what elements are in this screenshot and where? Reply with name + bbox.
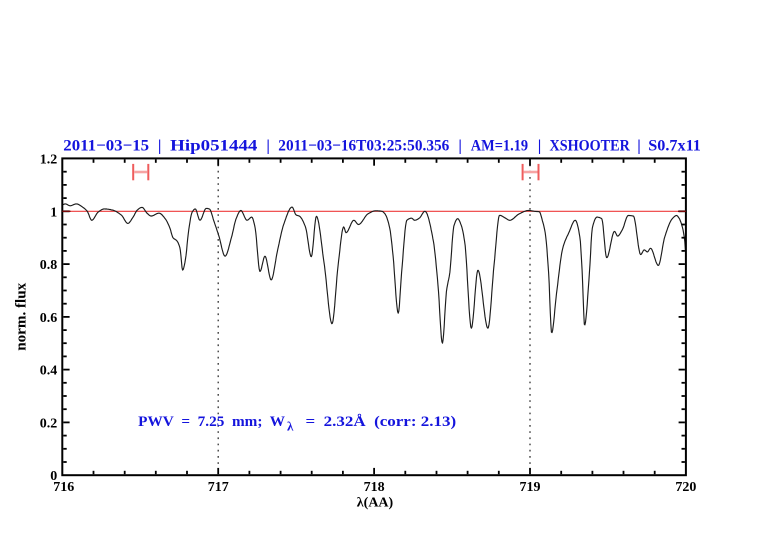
- svg-text:0: 0: [50, 469, 57, 484]
- svg-text:|: |: [637, 137, 641, 154]
- svg-text:XSHOOTER: XSHOOTER: [550, 137, 631, 154]
- svg-text:717: 717: [208, 480, 229, 495]
- svg-text:λ(AA): λ(AA): [357, 496, 394, 511]
- svg-text:|: |: [538, 137, 542, 154]
- svg-text:|: |: [266, 137, 270, 154]
- svg-text:0.4: 0.4: [40, 364, 58, 379]
- svg-text:716: 716: [53, 480, 74, 495]
- svg-text:0.6: 0.6: [40, 311, 58, 326]
- svg-text:PWV = 7.25 mm; W: PWV = 7.25 mm; W: [138, 414, 285, 430]
- svg-text:2011−03−15: 2011−03−15: [63, 137, 149, 154]
- svg-text:2011−03−16T03:25:50.356: 2011−03−16T03:25:50.356: [278, 137, 449, 154]
- svg-text:|: |: [158, 137, 162, 154]
- svg-text:718: 718: [364, 480, 385, 495]
- svg-text:|: |: [458, 137, 462, 154]
- svg-text:AM=1.19: AM=1.19: [471, 137, 528, 154]
- svg-text:1.2: 1.2: [40, 153, 58, 168]
- svg-text:1: 1: [50, 205, 57, 220]
- svg-text:720: 720: [675, 480, 696, 495]
- svg-text:λ: λ: [287, 419, 294, 434]
- svg-text:0.2: 0.2: [40, 416, 58, 431]
- svg-text:= 2.32Å (corr: 2.13): = 2.32Å (corr: 2.13): [306, 414, 457, 430]
- svg-text:719: 719: [520, 480, 541, 495]
- svg-text:0.8: 0.8: [40, 258, 58, 273]
- svg-text:S0.7x11: S0.7x11: [648, 137, 701, 154]
- svg-text:norm. flux: norm. flux: [14, 282, 30, 351]
- svg-text:Hip051444: Hip051444: [170, 137, 257, 154]
